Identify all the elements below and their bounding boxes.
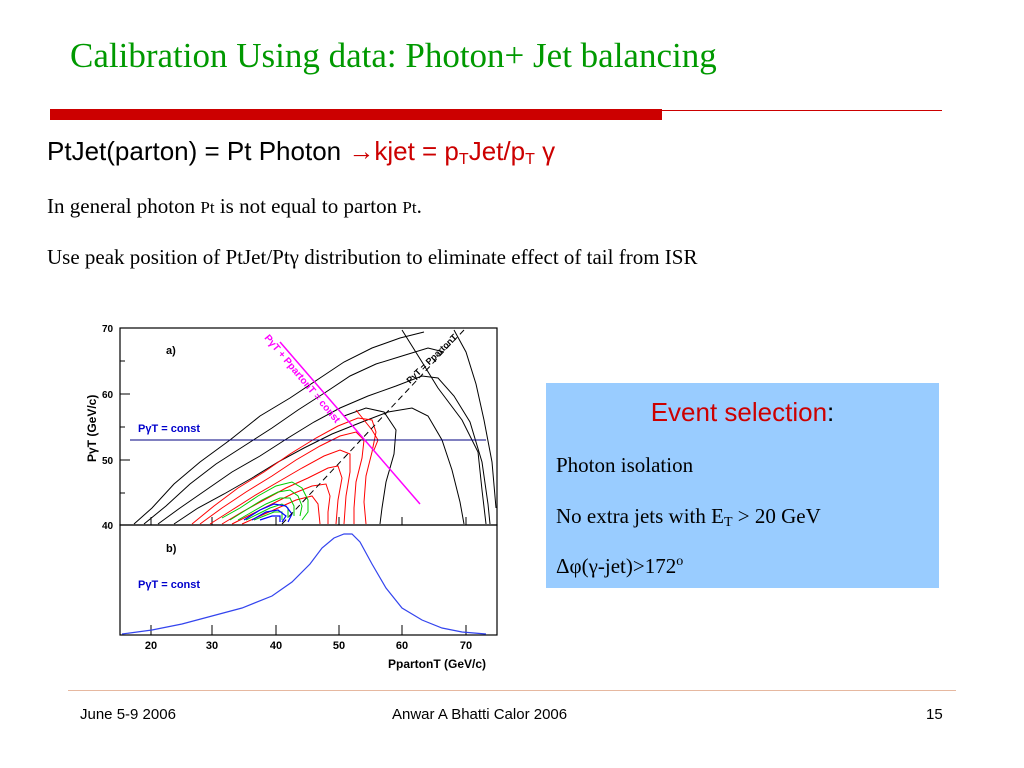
y-tick-marks xyxy=(120,327,130,526)
body-line-3: Use peak position of PtJet/Ptγ distribut… xyxy=(47,245,698,269)
x-tick-40: 40 xyxy=(270,640,282,652)
delta-phi-degree: o xyxy=(676,554,684,569)
footer-author: Anwar A Bhatti Calor 2006 xyxy=(392,706,568,723)
title-underline-thick xyxy=(50,109,662,120)
line2-pt1: Pt xyxy=(200,198,215,217)
y-tick-60: 60 xyxy=(102,390,114,401)
formula-kjet-text: →kjet = p xyxy=(348,136,459,166)
formula-kjet: →kjet = pTJet/pT γ xyxy=(348,136,556,168)
y-tick-40: 40 xyxy=(102,521,114,532)
event-selection-colon: : xyxy=(827,397,835,427)
formula-middle: Jet/p xyxy=(468,136,526,166)
event-selection-title-text: Event selection xyxy=(650,397,828,427)
slide-title: Calibration Using data: Photon+ Jet bala… xyxy=(70,36,717,75)
x-axis-title: PpartonT (GeV/c) xyxy=(388,657,486,671)
extra-jets-suffix: > 20 GeV xyxy=(732,504,821,528)
contours-red xyxy=(191,409,379,525)
x-tick-marks xyxy=(150,517,467,635)
formula-gamma: γ xyxy=(534,136,556,166)
event-selection-title: Event selection: xyxy=(546,397,939,428)
line2-part2: is not equal to parton xyxy=(214,194,403,218)
x-tick-50: 50 xyxy=(333,640,345,652)
x-tick-20: 20 xyxy=(145,640,157,652)
event-item-delta-phi: Δφ(γ-jet)>172o xyxy=(556,554,683,579)
equality-diagonal-line xyxy=(281,329,465,525)
formula-line: PtJet(parton) = Pt Photon →kjet = pTJet/… xyxy=(47,136,556,168)
x-tick-70: 70 xyxy=(460,640,472,652)
formula-sub-2: T xyxy=(525,151,535,168)
extra-jets-prefix: No extra jets with E xyxy=(556,504,724,528)
y-tick-50: 50 xyxy=(102,456,114,467)
extra-jets-sub: T xyxy=(723,515,733,530)
footer-date: June 5-9 2006 xyxy=(80,706,176,723)
contours-blue xyxy=(243,503,293,523)
event-item-photon-isolation: Photon isolation xyxy=(556,453,694,477)
line2-pt2: Pt xyxy=(402,198,417,217)
contours-black xyxy=(133,329,497,525)
formula-sub-1: T xyxy=(458,151,469,168)
title-underline-thin xyxy=(662,110,942,111)
x-tick-60: 60 xyxy=(396,640,408,652)
event-item-extra-jets: No extra jets with ET > 20 GeV xyxy=(556,504,821,530)
body-line-2: In general photon Pt is not equal to par… xyxy=(47,194,422,219)
footer-page-number: 15 xyxy=(926,706,943,723)
delta-phi-text: Δφ(γ-jet)>172 xyxy=(556,554,677,578)
const-label-b: PγT = const xyxy=(138,579,200,591)
panel-b-label: b) xyxy=(166,543,177,555)
line2-part3: . xyxy=(416,194,422,218)
y-tick-70: 70 xyxy=(102,324,114,335)
x-tick-30: 30 xyxy=(206,640,218,652)
sum-const-line xyxy=(279,341,421,505)
panel-b-frame xyxy=(119,524,498,636)
panel-a-label: a) xyxy=(166,345,176,357)
line2-part1: In general photon xyxy=(47,194,201,218)
sum-const-label: PγT + PpartonT = const xyxy=(262,333,343,426)
event-selection-box: Event selection: Photon isolation No ext… xyxy=(546,383,939,588)
y-axis-title: PγT (GeV/c) xyxy=(85,395,99,462)
contours-green xyxy=(221,481,309,521)
footer-rule xyxy=(68,690,956,691)
formula-prefix: PtJet(parton) = Pt Photon xyxy=(47,136,349,166)
const-label-a: PγT = const xyxy=(138,423,200,435)
contour-figure: 70 60 50 40 20 30 40 50 60 70 PpartonT (… xyxy=(85,324,498,671)
pt-balance-distribution-curve xyxy=(121,533,487,635)
